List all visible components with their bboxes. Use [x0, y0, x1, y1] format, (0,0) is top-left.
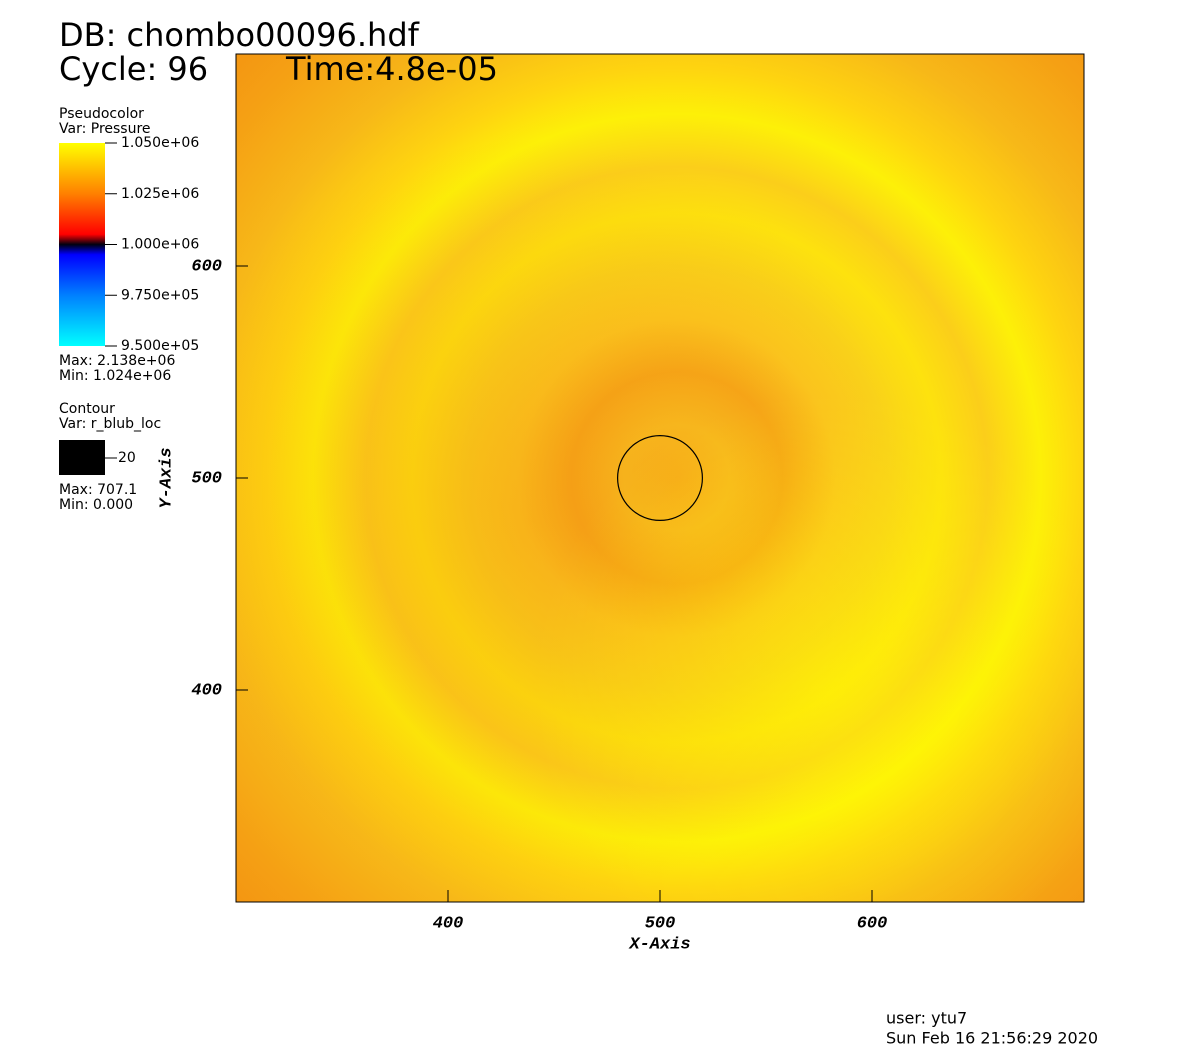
x-axis-label: X-Axis [628, 935, 690, 954]
colorbar-tick-label: 1.000e+06 [121, 237, 199, 253]
legend-min: Min: 1.024e+06 [59, 368, 171, 384]
time: Time:4.8e-05 [285, 50, 498, 88]
user: user: ytu7 [886, 1009, 967, 1028]
y-tick-label: 400 [191, 681, 222, 700]
colorbar-tick-label: 9.750e+05 [121, 287, 199, 303]
db-title: DB: chombo00096.hdf [59, 16, 420, 54]
pressure-highlight [236, 54, 1084, 902]
date: Sun Feb 16 21:56:29 2020 [886, 1029, 1098, 1048]
contour-swatch [59, 440, 105, 475]
colorbar [59, 143, 105, 346]
colorbar-tick-label: 1.025e+06 [121, 186, 199, 202]
contour-title: Contour [59, 401, 115, 417]
legend-var: Var: Pressure [59, 121, 151, 137]
legend-title: Pseudocolor [59, 106, 144, 122]
contour-var: Var: r_blub_loc [59, 416, 161, 432]
contour-line [616, 435, 703, 522]
x-tick-label: 500 [645, 914, 676, 933]
y-axis-label: Y-Axis [157, 447, 176, 508]
x-tick-label: 600 [857, 914, 888, 933]
plot-area [235, 53, 1085, 903]
legend-max: Max: 2.138e+06 [59, 353, 175, 369]
contour-level: 20 [118, 450, 136, 466]
cycle: Cycle: 96 [59, 50, 208, 88]
x-tick-label: 400 [433, 914, 464, 933]
y-tick-label: 600 [191, 257, 222, 276]
contour-min: Min: 0.000 [59, 497, 133, 513]
contour-max: Max: 707.1 [59, 482, 137, 498]
colorbar-tick-label: 9.500e+05 [121, 338, 199, 354]
colorbar-tick-label: 1.050e+06 [121, 135, 199, 151]
y-tick-label: 500 [191, 469, 222, 488]
